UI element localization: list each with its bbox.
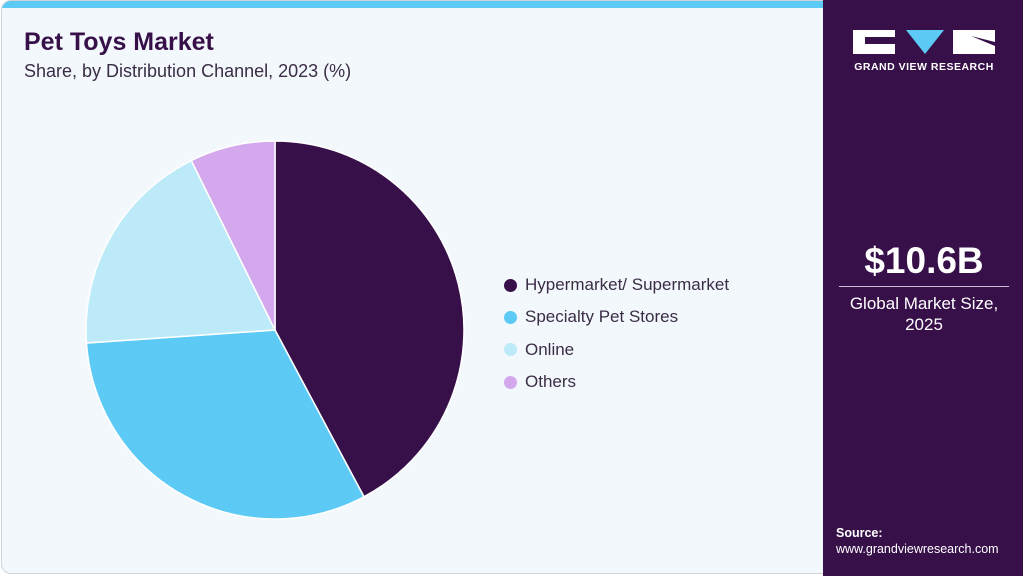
source-label: Source: — [836, 526, 883, 540]
legend-swatch-icon — [504, 278, 517, 292]
pie-slice-specialty-pet-stores — [85, 329, 365, 520]
pie-chart — [85, 140, 465, 520]
legend-item: Specialty Pet Stores — [504, 301, 729, 333]
info-sidebar — [823, 0, 1023, 576]
market-size-caption: Global Market Size, 2025 — [824, 293, 1024, 335]
caption-line-1: Global Market Size, — [849, 294, 999, 313]
legend-label: Online — [525, 339, 575, 359]
caption-line-2: 2025 — [905, 315, 943, 334]
legend-swatch-icon — [504, 375, 517, 389]
pie-slice-online — [85, 159, 277, 344]
pie-slice-others — [190, 140, 276, 331]
legend-item: Others — [504, 366, 729, 398]
market-size-value: $10.6B — [864, 240, 984, 281]
legend-swatch-icon — [504, 310, 517, 324]
brand-name: GRAND VIEW RESEARCH — [854, 61, 994, 73]
legend-item: Online — [504, 334, 729, 366]
legend-swatch-icon — [504, 343, 517, 357]
divider — [839, 286, 1009, 287]
legend-item: Hypermarket/ Supermarket — [504, 269, 729, 301]
pie-slice-hypermarket-supermarket — [274, 140, 465, 498]
chart-title: Pet Toys Market — [24, 28, 214, 56]
chart-subtitle: Share, by Distribution Channel, 2023 (%) — [24, 61, 352, 81]
legend-label: Specialty Pet Stores — [525, 307, 679, 327]
legend-label: Others — [525, 372, 577, 392]
legend-label: Hypermarket/ Supermarket — [525, 275, 730, 295]
source-link[interactable]: www.grandviewresearch.com — [836, 542, 999, 556]
gvr-logo-icon — [853, 30, 995, 54]
chart-legend: Hypermarket/ Supermarket Specialty Pet St… — [504, 269, 729, 398]
accent-top-bar — [2, 1, 825, 8]
